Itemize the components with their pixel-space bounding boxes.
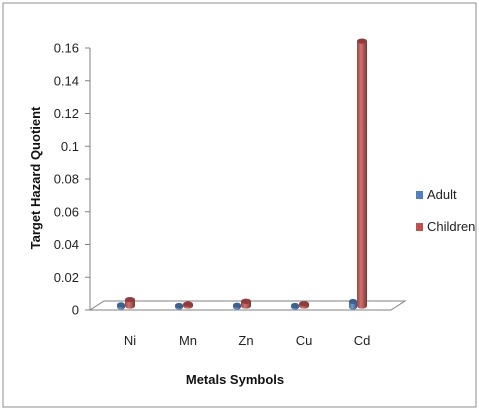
- legend-swatch: [416, 223, 423, 231]
- y-tick-label: 0.16: [54, 41, 79, 56]
- bar-top: [233, 302, 241, 308]
- bar-top: [357, 38, 367, 44]
- legend-item-adult: Adult: [416, 187, 457, 202]
- x-tick-label: Zn: [238, 333, 253, 348]
- bar-top: [117, 302, 125, 308]
- bar-top: [175, 302, 183, 309]
- bar-top: [291, 302, 299, 309]
- bar-top: [241, 298, 251, 304]
- bar-adult-mn: [175, 302, 183, 310]
- x-axis: Ni Mn Zn Cu Cd: [90, 309, 391, 348]
- legend-swatch: [416, 191, 423, 199]
- y-tick-label: 0.02: [54, 270, 79, 285]
- bar-children-zn: [241, 298, 251, 309]
- x-tick-label: Ni: [124, 333, 136, 348]
- bar-top: [299, 301, 309, 307]
- bar-body: [357, 41, 367, 309]
- bar-adult-ni: [117, 302, 125, 310]
- bar-top: [349, 298, 357, 305]
- x-tick-label: Cd: [354, 333, 371, 348]
- bars: [117, 38, 367, 310]
- y-axis-title: Target Hazard Quotient: [28, 106, 43, 249]
- y-tick-label: 0.04: [54, 237, 79, 252]
- legend-label: Adult: [427, 187, 457, 202]
- bar-adult-cu: [291, 302, 299, 310]
- bar-adult-cd: [349, 298, 357, 310]
- y-axis: 0 0.02 0.04 0.06 0.08 0.1 0.12 0.14 0.16: [54, 41, 91, 318]
- x-tick-label: Mn: [179, 333, 197, 348]
- bar-top: [125, 297, 135, 303]
- bar-children-ni: [125, 297, 135, 309]
- bar-children-cd: [357, 38, 367, 309]
- bar-adult-zn: [233, 302, 241, 310]
- y-tick-label: 0.12: [54, 106, 79, 121]
- y-tick-label: 0.1: [61, 139, 79, 154]
- bar-top: [183, 301, 193, 307]
- y-tick-label: 0.06: [54, 204, 79, 219]
- x-tick-label: Cu: [296, 333, 313, 348]
- x-axis-title: Metals Symbols: [186, 372, 284, 387]
- legend: Adult Children: [416, 187, 475, 234]
- bar-children-cu: [299, 301, 309, 309]
- y-tick-label: 0: [72, 303, 79, 318]
- bar-children-mn: [183, 301, 194, 309]
- legend-label: Children: [427, 219, 475, 234]
- y-tick-label: 0.08: [54, 172, 79, 187]
- legend-item-children: Children: [416, 219, 475, 234]
- y-tick-label: 0.14: [54, 73, 79, 88]
